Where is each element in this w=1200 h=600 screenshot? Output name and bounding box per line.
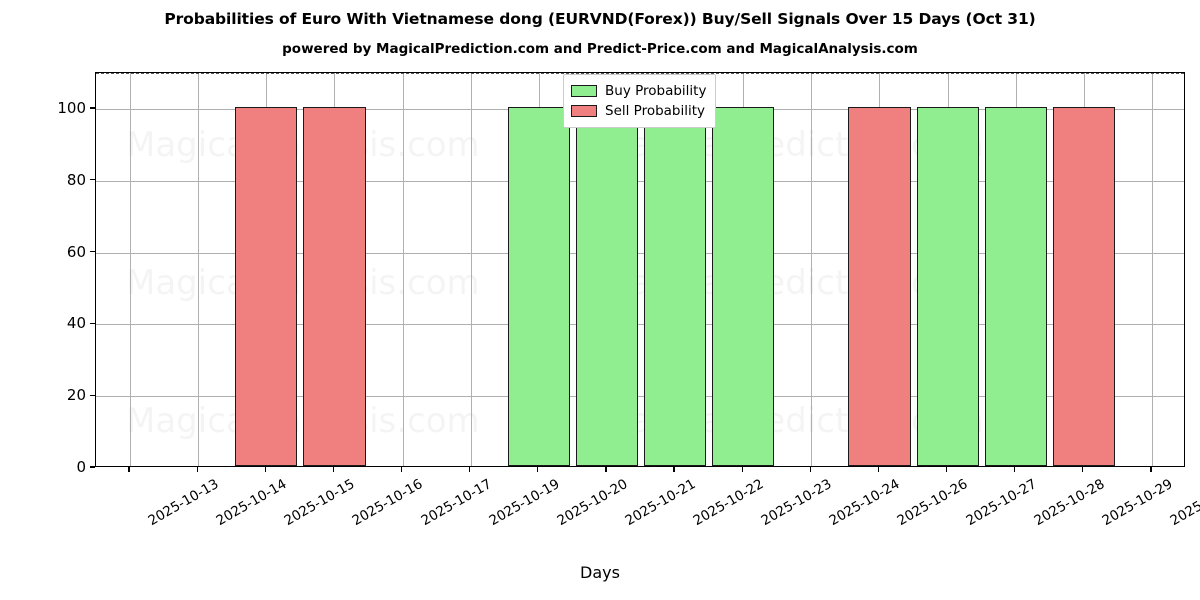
x-tick-label: 2025-10-16 — [349, 476, 426, 530]
vertical-gridline — [198, 73, 199, 466]
chart-bar-buy[interactable] — [984, 106, 1047, 466]
x-tick-label: 2025-10-21 — [622, 476, 699, 530]
chart-subtitle: powered by MagicalPrediction.com and Pre… — [282, 41, 918, 57]
x-tick-label: 2025-10-20 — [554, 476, 631, 530]
vertical-gridline — [130, 73, 131, 466]
chart-bar-buy[interactable] — [916, 106, 979, 466]
x-tick-label: 2025-10-13 — [145, 476, 222, 530]
x-tick-mark — [196, 467, 198, 472]
threshold-dashed-line — [96, 73, 1184, 74]
y-tick-mark — [90, 250, 95, 253]
legend-item[interactable]: Buy Probability — [571, 81, 706, 101]
x-tick-mark — [128, 467, 130, 472]
plot-area: MagicalAnalysis.comMagicalPrediction.com… — [95, 72, 1185, 467]
y-tick-mark — [90, 107, 95, 109]
x-axis-label: Days — [580, 563, 620, 582]
y-tick-mark — [90, 179, 95, 181]
x-tick-mark — [537, 467, 539, 472]
x-tick-label: 2025-10-22 — [690, 476, 767, 530]
y-tick-label: 60 — [66, 242, 86, 261]
chart-title: Probabilities of Euro With Vietnamese do… — [164, 10, 1036, 28]
x-tick-mark — [809, 467, 811, 472]
legend-swatch-icon — [571, 105, 597, 117]
x-tick-label: 2025-10-29 — [1099, 476, 1176, 530]
legend-swatch-icon — [571, 85, 597, 97]
x-tick-mark — [332, 467, 335, 472]
y-tick-label: 20 — [66, 386, 86, 405]
horizontal-gridline — [96, 252, 1184, 254]
vertical-gridline — [811, 73, 812, 466]
x-tick-label: 2025-10-28 — [1031, 476, 1108, 530]
x-tick-label: 2025-10-15 — [281, 476, 358, 530]
x-tick-label: 2025-10-17 — [418, 476, 495, 530]
y-tick-label: 80 — [66, 170, 86, 189]
y-tick-mark — [90, 466, 95, 468]
x-tick-mark — [605, 467, 607, 472]
chart-bar-buy[interactable] — [712, 106, 775, 466]
chart-bar-sell[interactable] — [848, 106, 911, 466]
x-tick-label: 2025-10-26 — [894, 476, 971, 530]
y-tick-mark — [90, 322, 95, 324]
vertical-gridline — [471, 73, 472, 466]
vertical-gridline — [1152, 73, 1153, 466]
chart-bar-buy[interactable] — [507, 106, 570, 466]
x-tick-mark — [673, 467, 675, 472]
x-tick-label: 2025-10-19 — [486, 476, 563, 530]
x-tick-label: 2025-10-27 — [963, 476, 1040, 530]
chart-bar-sell[interactable] — [1052, 106, 1115, 466]
x-tick-mark — [945, 467, 948, 472]
horizontal-gridline — [96, 324, 1184, 326]
horizontal-gridline — [96, 180, 1184, 182]
chart-legend: Buy Probability Sell Probability — [563, 74, 717, 128]
x-tick-label: 2025-10-14 — [213, 476, 290, 530]
horizontal-gridline — [96, 396, 1184, 398]
chart-bar-buy[interactable] — [575, 106, 638, 466]
y-tick-label: 100 — [57, 98, 86, 117]
legend-label: Buy Probability — [605, 83, 707, 99]
x-tick-mark — [400, 467, 403, 472]
legend-label: Sell Probability — [605, 103, 706, 119]
y-tick-label: 40 — [66, 314, 86, 333]
vertical-gridline — [403, 73, 404, 466]
x-tick-label: 2025-10-24 — [826, 476, 903, 530]
x-tick-mark — [1014, 467, 1016, 472]
legend-item[interactable]: Sell Probability — [571, 101, 706, 121]
x-tick-label: 2025-10-23 — [758, 476, 835, 530]
chart-bar-buy[interactable] — [644, 106, 707, 466]
y-tick-label: 0 — [76, 458, 86, 476]
chart-bar-sell[interactable] — [303, 106, 366, 466]
x-tick-mark — [877, 467, 880, 472]
x-tick-mark — [1150, 467, 1152, 472]
y-tick-mark — [90, 394, 95, 396]
x-tick-mark — [264, 467, 266, 472]
x-tick-mark — [1082, 467, 1084, 472]
x-tick-mark — [741, 467, 743, 472]
chart-bar-sell[interactable] — [235, 106, 298, 466]
x-tick-mark — [469, 467, 471, 472]
